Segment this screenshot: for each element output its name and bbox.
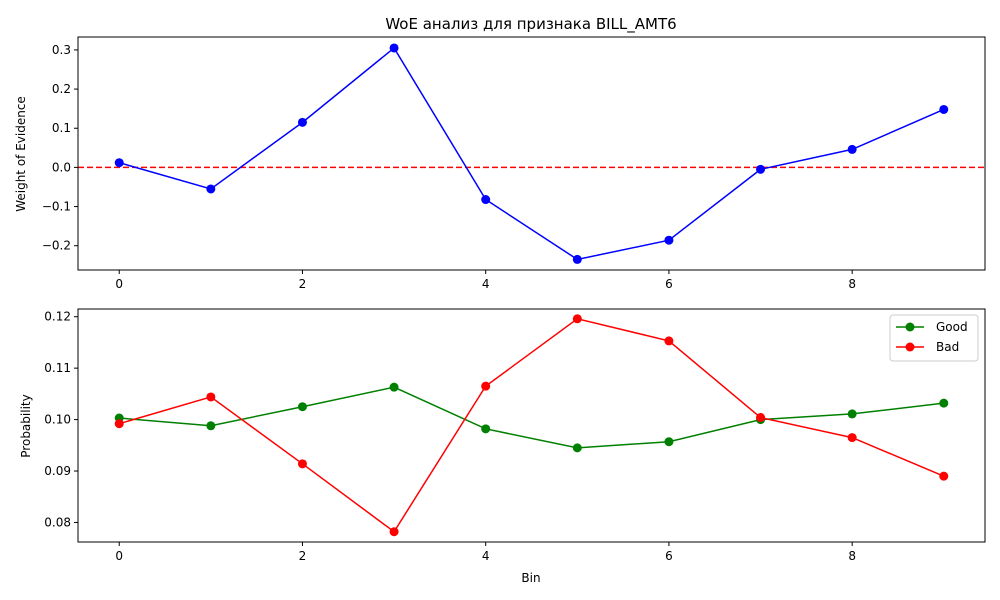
probability-y-tick-label: 0.12 (44, 310, 71, 324)
probability-good-point (389, 382, 399, 392)
woe-series-layer (114, 43, 949, 264)
legend-good-label: Good (936, 320, 968, 334)
woe-woe-point (572, 254, 582, 264)
woe-woe-point (481, 195, 491, 205)
probability-y-tick-label: 0.09 (44, 464, 71, 478)
probability-bad-point (847, 433, 857, 443)
probability-bad-point (572, 314, 582, 324)
woe-woe-point (939, 104, 949, 114)
probability-y-axis-label: Probability (19, 394, 33, 457)
probability-good-series-line (119, 386, 944, 449)
woe-y-tick-label: −0.2 (42, 239, 71, 253)
woe-y-tick-label: 0.2 (52, 82, 71, 96)
probability-x-tick-label: 2 (299, 549, 307, 563)
probability-bad-series-line (119, 317, 945, 533)
woe-woe-point (756, 164, 766, 174)
woe-woe-series-line (119, 46, 945, 261)
woe-chart-title: WoE анализ для признака BILL_AMT6 (385, 15, 676, 34)
woe-y-axis-label: Weight of Evidence (14, 96, 28, 212)
probability-y-ticks: 0.08 0.09 0.10 0.11 0.12 (44, 310, 78, 529)
probability-good-point (664, 437, 674, 447)
probability-good-point (206, 421, 216, 431)
probability-x-ticks: 0 2 4 6 8 (115, 542, 856, 563)
probability-y-tick-label: 0.10 (44, 413, 71, 427)
probability-x-tick-label: 8 (848, 549, 856, 563)
woe-x-tick-label: 0 (115, 277, 123, 291)
woe-x-tick-label: 4 (482, 277, 490, 291)
woe-y-tick-label: 0.1 (52, 121, 71, 135)
probability-x-tick-label: 0 (115, 549, 123, 563)
legend-bad-marker (905, 342, 915, 352)
probability-plot-frame (77, 308, 986, 543)
woe-y-tick-label: −0.1 (42, 200, 71, 214)
probability-bad-point (206, 392, 216, 402)
woe-woe-point (389, 43, 399, 53)
probability-x-tick-label: 4 (482, 549, 490, 563)
legend: Good Bad (889, 314, 979, 362)
legend-bad-label: Bad (936, 340, 959, 354)
probability-y-tick-label: 0.08 (44, 515, 71, 529)
woe-x-tick-label: 6 (665, 277, 673, 291)
probability-bad-point (756, 413, 766, 423)
probability-bad-point (297, 459, 307, 469)
legend-good-marker (905, 322, 915, 332)
probability-good-point (939, 398, 949, 408)
woe-woe-point (847, 144, 857, 154)
woe-x-tick-label: 2 (299, 277, 307, 291)
probability-y-tick-label: 0.11 (44, 361, 71, 375)
probability-bad-point (664, 336, 674, 346)
probability-good-point (297, 402, 307, 412)
probability-good-point (481, 424, 491, 434)
woe-plot-frame (77, 36, 986, 271)
probability-x-axis-label: Bin (521, 571, 540, 585)
woe-woe-point (297, 117, 307, 127)
woe-woe-point (664, 235, 674, 245)
probability-bad-point (481, 381, 491, 391)
woe-woe-point (206, 184, 216, 194)
woe-y-tick-label: 0.3 (52, 43, 71, 57)
woe-y-tick-label: 0.0 (52, 160, 71, 174)
probability-bad-point (114, 419, 124, 429)
probability-bad-point (389, 527, 399, 537)
probability-good-point (847, 409, 857, 419)
woe-x-tick-label: 8 (848, 277, 856, 291)
probability-bad-point (939, 471, 949, 481)
probability-series-layer (114, 314, 949, 537)
woe-x-ticks: 0 2 4 6 8 (115, 270, 856, 291)
woe-panel: WoE анализ для признака BILL_AMT6 Weight… (14, 15, 986, 291)
probability-x-tick-label: 6 (665, 549, 673, 563)
woe-y-ticks: −0.2 −0.1 0.0 0.1 0.2 0.3 (42, 43, 78, 253)
probability-good-point (572, 443, 582, 453)
woe-woe-point (114, 158, 124, 168)
